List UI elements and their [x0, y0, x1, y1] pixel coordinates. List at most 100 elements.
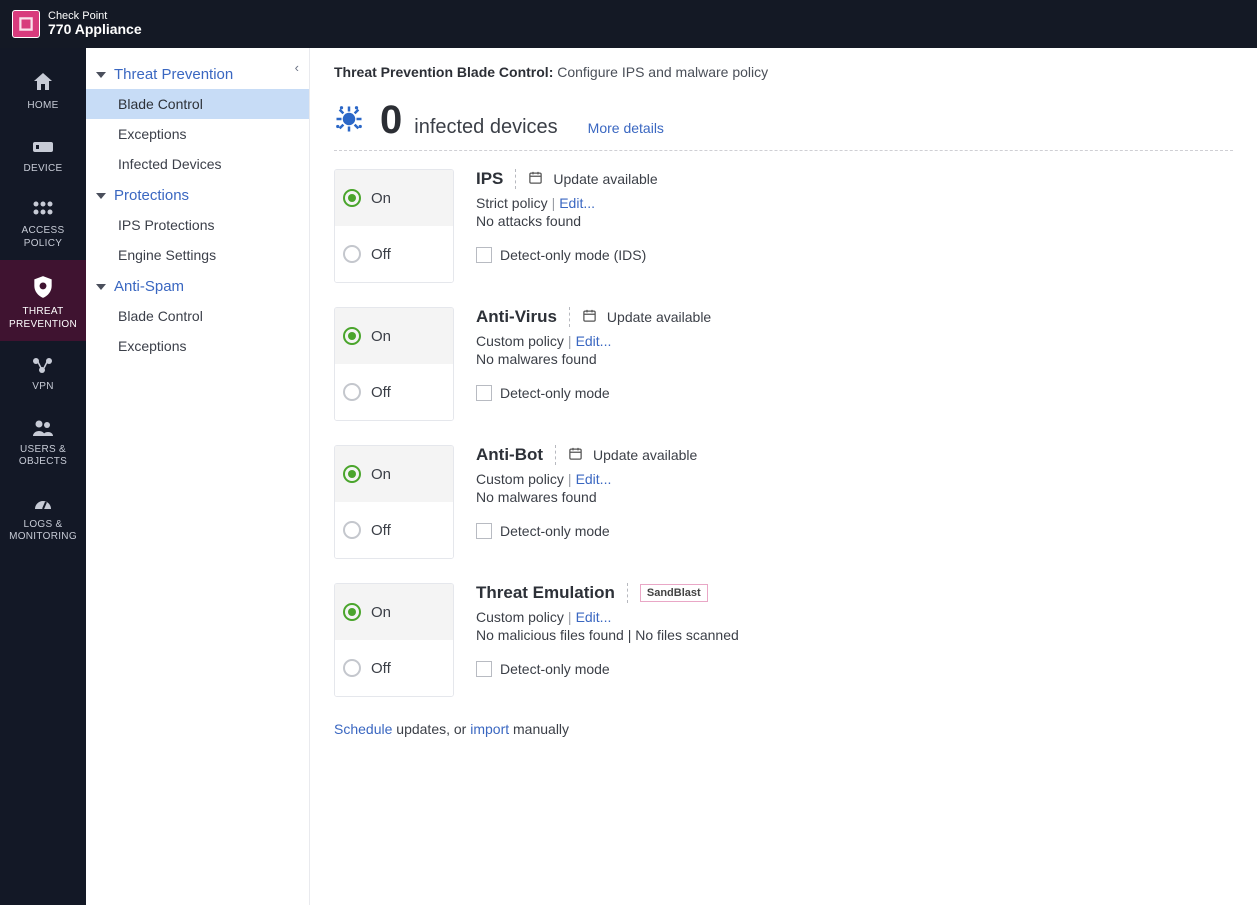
infected-count: 0 — [380, 100, 402, 140]
more-details-link[interactable]: More details — [588, 120, 664, 136]
radio-off-icon — [343, 521, 361, 539]
toggle-threat-emulation-off[interactable]: Off — [335, 640, 453, 696]
radio-off-icon — [343, 245, 361, 263]
nav-users-objects-label: USERS & OBJECTS — [4, 444, 82, 469]
collapse-subnav-button[interactable]: ‹ — [295, 60, 299, 75]
bug-icon — [334, 104, 364, 137]
toggle-ips-off[interactable]: Off — [335, 226, 453, 282]
nav-vpn-label: VPN — [32, 381, 53, 394]
detect-only-checkbox-ips[interactable] — [476, 247, 492, 263]
edit-link-anti-bot[interactable]: Edit... — [576, 471, 612, 487]
brand-text: Check Point 770 Appliance — [48, 10, 142, 37]
blade-body-anti-virus: Anti-VirusUpdate availableCustom policy|… — [476, 307, 711, 421]
import-link[interactable]: import — [470, 721, 509, 737]
topbar: Check Point 770 Appliance — [0, 0, 1257, 48]
detect-only-checkbox-threat-emulation[interactable] — [476, 661, 492, 677]
policy-row-threat-emulation: Custom policy|Edit... — [476, 609, 739, 625]
toggle-threat-emulation: On Off — [334, 583, 454, 697]
schedule-footer: Schedule updates, or import manually — [334, 721, 1233, 737]
schedule-link[interactable]: Schedule — [334, 721, 392, 737]
toggle-anti-virus-on[interactable]: On — [335, 308, 453, 364]
calendar-icon — [528, 170, 543, 188]
nav-logs-monitoring[interactable]: LOGS & MONITORING — [0, 479, 86, 554]
title-separator — [515, 169, 516, 189]
policy-text: Custom policy — [476, 333, 564, 349]
subsection-threat-prevention[interactable]: Threat Prevention — [86, 58, 309, 89]
infected-summary: 0 infected devices More details — [334, 100, 1233, 140]
sandblast-badge: SandBlast — [640, 584, 708, 602]
toggle-off-label: Off — [371, 384, 391, 401]
sublink-infected-devices[interactable]: Infected Devices — [86, 149, 309, 179]
policy-text: Custom policy — [476, 471, 564, 487]
main-content: Threat Prevention Blade Control: Configu… — [310, 48, 1257, 905]
status-ips: No attacks found — [476, 213, 658, 229]
nav-device-label: DEVICE — [23, 163, 62, 176]
blade-title-anti-virus: Anti-Virus — [476, 307, 557, 327]
sublink-engine-settings[interactable]: Engine Settings — [86, 240, 309, 270]
toggle-anti-bot-off[interactable]: Off — [335, 502, 453, 558]
nav-home[interactable]: HOME — [0, 56, 86, 123]
infected-label: infected devices — [414, 116, 557, 139]
status-anti-virus: No malwares found — [476, 351, 711, 367]
nav-access-policy[interactable]: ACCESS POLICY — [0, 185, 86, 260]
sublink-antispam-blade-control[interactable]: Blade Control — [86, 301, 309, 331]
nav-vpn[interactable]: VPN — [0, 341, 86, 404]
toggle-on-label: On — [371, 466, 391, 483]
blade-ips: OnOffIPSUpdate availableStrict policy|Ed… — [334, 169, 1233, 283]
caret-down-icon — [96, 193, 106, 199]
edit-link-threat-emulation[interactable]: Edit... — [576, 609, 612, 625]
radio-on-icon — [343, 189, 361, 207]
shield-icon — [30, 274, 56, 300]
toggle-anti-bot-on[interactable]: On — [335, 446, 453, 502]
blade-body-anti-bot: Anti-BotUpdate availableCustom policy|Ed… — [476, 445, 697, 559]
detect-only-label-anti-virus: Detect-only mode — [500, 385, 610, 401]
blade-anti-bot: OnOffAnti-BotUpdate availableCustom poli… — [334, 445, 1233, 559]
toggle-on-label: On — [371, 190, 391, 207]
blade-body-threat-emulation: Threat EmulationSandBlastCustom policy|E… — [476, 583, 739, 697]
sublink-ips-protections[interactable]: IPS Protections — [86, 210, 309, 240]
policy-sep: | — [568, 333, 572, 349]
detect-only-checkbox-anti-bot[interactable] — [476, 523, 492, 539]
toggle-anti-virus-off[interactable]: Off — [335, 364, 453, 420]
subsection-anti-spam[interactable]: Anti-Spam — [86, 270, 309, 301]
edit-link-anti-virus[interactable]: Edit... — [576, 333, 612, 349]
toggle-anti-bot: On Off — [334, 445, 454, 559]
toggle-threat-emulation-on[interactable]: On — [335, 584, 453, 640]
policy-text: Custom policy — [476, 609, 564, 625]
edit-link-ips[interactable]: Edit... — [559, 195, 595, 211]
detect-only-checkbox-anti-virus[interactable] — [476, 385, 492, 401]
policy-sep: | — [568, 471, 572, 487]
page-heading-strong: Threat Prevention Blade Control: — [334, 64, 553, 80]
subsection-anti-spam-label: Anti-Spam — [114, 278, 184, 295]
radio-on-icon — [343, 465, 361, 483]
sublink-exceptions[interactable]: Exceptions — [86, 119, 309, 149]
grid-icon — [31, 199, 55, 219]
toggle-ips: On Off — [334, 169, 454, 283]
toggle-ips-on[interactable]: On — [335, 170, 453, 226]
radio-off-icon — [343, 383, 361, 401]
toggle-on-label: On — [371, 604, 391, 621]
sublink-blade-control[interactable]: Blade Control — [86, 89, 309, 119]
blade-anti-virus: On Off Anti-VirusUpdate availableCustom po… — [334, 307, 1233, 421]
main-nav: HOME DEVICE ACCESS POLICY THREAT PREVENT… — [0, 48, 86, 905]
page-heading: Threat Prevention Blade Control: Configu… — [334, 64, 1233, 80]
blade-threat-emulation: OnOffThreat EmulationSandBlastCustom pol… — [334, 583, 1233, 697]
radio-on-icon — [343, 327, 361, 345]
policy-row-anti-bot: Custom policy|Edit... — [476, 471, 697, 487]
nav-threat-prevention[interactable]: THREAT PREVENTION — [0, 260, 86, 341]
nav-device[interactable]: DEVICE — [0, 123, 86, 186]
nav-users-objects[interactable]: USERS & OBJECTS — [0, 404, 86, 479]
update-available-text: Update available — [553, 171, 657, 187]
update-available-text: Update available — [593, 447, 697, 463]
brand-logo — [12, 10, 40, 38]
toggle-anti-virus: On Off — [334, 307, 454, 421]
policy-text: Strict policy — [476, 195, 548, 211]
blade-title-ips: IPS — [476, 169, 503, 189]
separator — [334, 150, 1233, 151]
blade-body-ips: IPSUpdate availableStrict policy|Edit...… — [476, 169, 658, 283]
nav-threat-prevention-label: THREAT PREVENTION — [4, 306, 82, 331]
radio-on-icon — [343, 603, 361, 621]
subsection-protections[interactable]: Protections — [86, 179, 309, 210]
nav-home-label: HOME — [27, 100, 58, 113]
sublink-antispam-exceptions[interactable]: Exceptions — [86, 331, 309, 361]
